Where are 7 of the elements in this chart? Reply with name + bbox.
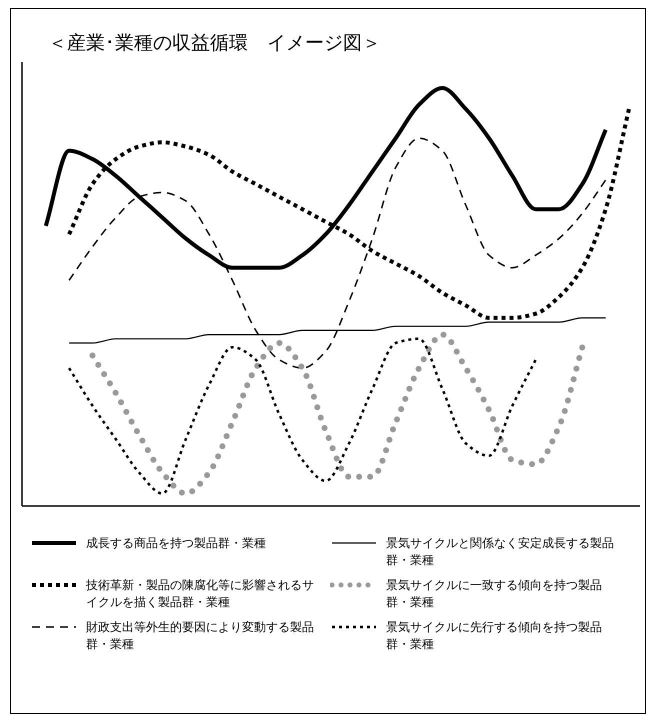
chart-title: ＜産業･業種の収益循環 イメージ図＞ xyxy=(48,31,381,56)
legend-label: 技術革新・製品の陳腐化等に影響されるサイクルを描く製品群・業種 xyxy=(86,577,315,611)
legend-label: 景気サイクルと関係なく安定成長する製品群・業種 xyxy=(386,535,615,569)
legend-label: 財政支出等外生的要因により変動する製品群・業種 xyxy=(86,619,315,653)
legend-label: 景気サイクルに一致する傾向を持つ製品群・業種 xyxy=(386,577,603,611)
legend-label: 成長する商品を持つ製品群・業種 xyxy=(86,535,267,552)
legend-label: 景気サイクルに先行する傾向を持つ製品群・業種 xyxy=(386,619,603,653)
